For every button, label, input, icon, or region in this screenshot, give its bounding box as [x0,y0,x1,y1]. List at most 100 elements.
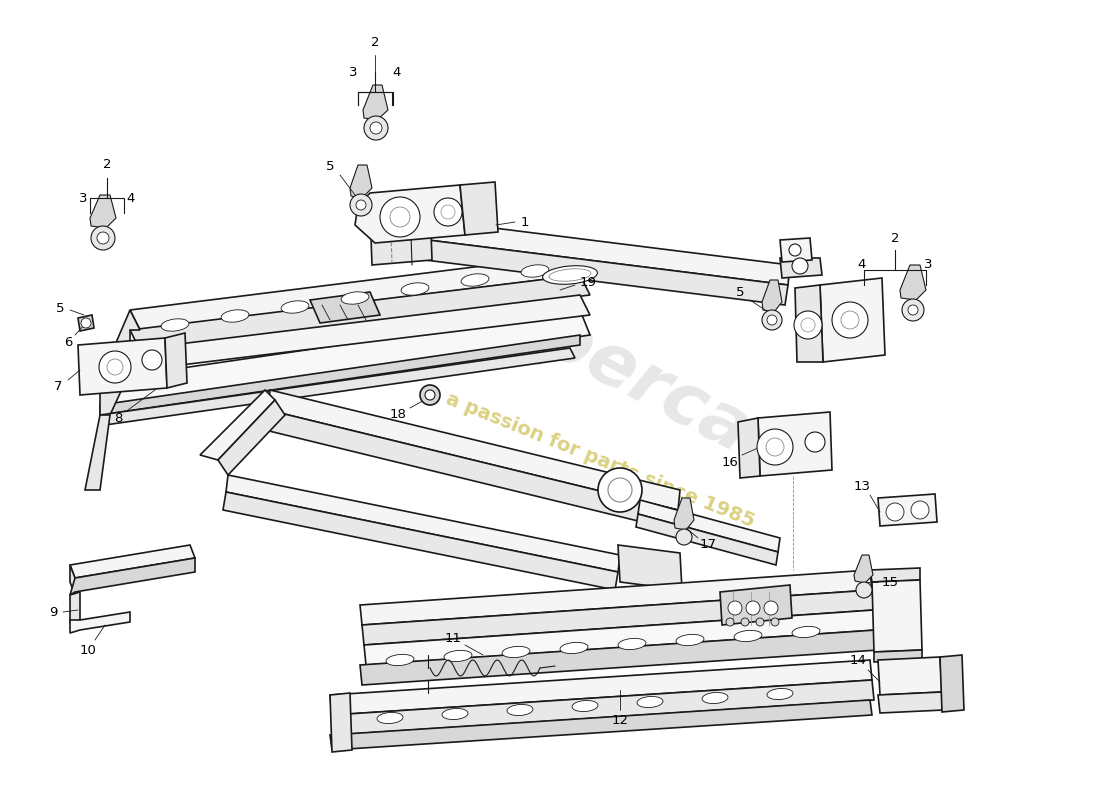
Text: 13: 13 [854,481,870,494]
Polygon shape [674,498,694,530]
Polygon shape [780,238,812,262]
Text: 9: 9 [48,606,57,618]
Circle shape [794,311,822,339]
Polygon shape [878,657,942,695]
Circle shape [789,244,801,256]
Text: 5: 5 [56,302,64,314]
Ellipse shape [461,274,488,286]
Circle shape [762,310,782,330]
Circle shape [425,390,435,400]
Ellipse shape [442,709,468,719]
Ellipse shape [560,642,588,654]
Polygon shape [100,310,590,405]
Text: 5: 5 [736,286,745,298]
Polygon shape [218,400,285,475]
Text: 17: 17 [700,538,716,551]
Text: 1: 1 [520,215,529,229]
Polygon shape [78,338,167,395]
Polygon shape [385,235,788,305]
Circle shape [764,601,778,615]
Polygon shape [332,680,874,735]
Polygon shape [820,278,886,362]
Circle shape [434,198,462,226]
Circle shape [379,197,420,237]
Text: 2: 2 [891,231,900,245]
Circle shape [767,315,777,325]
Polygon shape [268,390,680,510]
Circle shape [728,601,743,615]
Polygon shape [940,655,964,712]
Circle shape [805,432,825,452]
Text: 2: 2 [102,158,111,171]
Ellipse shape [221,310,249,322]
Circle shape [832,302,868,338]
Polygon shape [200,390,275,460]
Ellipse shape [572,701,598,711]
Circle shape [886,503,904,521]
Circle shape [757,429,793,465]
Text: 3: 3 [349,66,358,79]
Ellipse shape [702,693,728,703]
Polygon shape [872,580,922,652]
Circle shape [356,200,366,210]
Polygon shape [330,660,872,715]
Circle shape [364,116,388,140]
Polygon shape [226,475,620,572]
Circle shape [676,529,692,545]
Polygon shape [388,215,790,285]
Text: 8: 8 [113,411,122,425]
Polygon shape [130,255,580,330]
Text: 4: 4 [393,66,402,79]
Ellipse shape [161,319,189,331]
Polygon shape [362,590,874,645]
Ellipse shape [341,292,368,304]
Circle shape [908,305,918,315]
Text: 4: 4 [126,191,135,205]
Circle shape [81,318,91,328]
Text: 5: 5 [326,161,334,174]
Polygon shape [310,292,380,323]
Circle shape [142,350,162,370]
Ellipse shape [386,654,414,666]
Text: 14: 14 [849,654,867,666]
Polygon shape [636,514,778,565]
Polygon shape [900,265,926,300]
Polygon shape [70,612,130,633]
Polygon shape [878,692,944,713]
Polygon shape [780,258,822,278]
Polygon shape [360,570,872,625]
Polygon shape [762,280,782,312]
Circle shape [856,582,872,598]
Polygon shape [100,310,140,415]
Polygon shape [330,693,352,752]
Circle shape [741,618,749,626]
Ellipse shape [377,713,403,723]
Polygon shape [330,700,872,750]
Circle shape [97,232,109,244]
Ellipse shape [507,705,534,715]
Ellipse shape [402,283,429,295]
Circle shape [756,618,764,626]
Text: a passion for parts since 1985: a passion for parts since 1985 [443,389,757,531]
Circle shape [99,351,131,383]
Text: 12: 12 [612,714,628,726]
Polygon shape [130,275,590,350]
Text: 10: 10 [79,643,97,657]
Polygon shape [70,545,195,578]
Polygon shape [363,85,388,120]
Text: 4: 4 [858,258,866,271]
Ellipse shape [282,301,309,313]
Circle shape [598,468,642,512]
Ellipse shape [542,266,597,284]
Circle shape [420,385,440,405]
Polygon shape [854,555,873,583]
Text: 11: 11 [444,631,462,645]
Ellipse shape [767,689,793,699]
Ellipse shape [637,697,663,707]
Polygon shape [130,295,590,370]
Ellipse shape [618,638,646,650]
Circle shape [792,258,808,274]
Text: 6: 6 [64,335,73,349]
Polygon shape [738,418,760,478]
Text: 15: 15 [881,575,899,589]
